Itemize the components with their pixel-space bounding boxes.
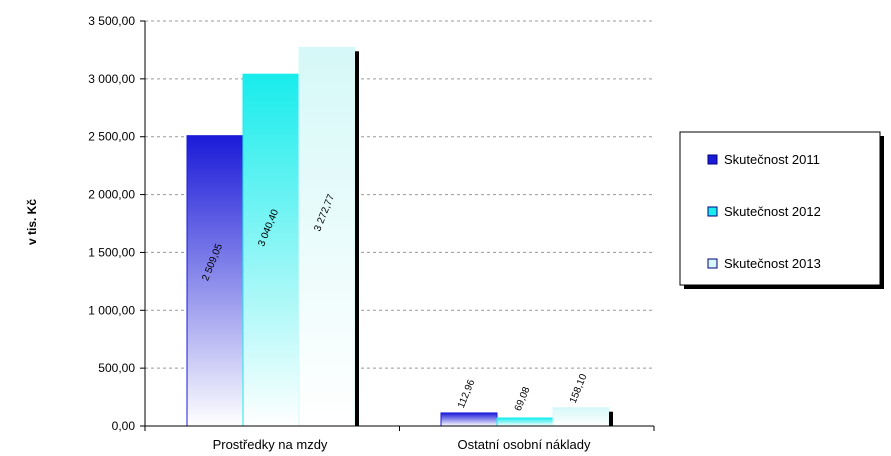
bar-1-2 bbox=[440, 412, 498, 427]
data-label: 69,08 bbox=[513, 385, 533, 413]
y-tick-label: 3 500,00 bbox=[88, 14, 135, 28]
data-label: 112,96 bbox=[456, 378, 478, 410]
bar-2-2 bbox=[496, 417, 554, 427]
bar-2-1 bbox=[242, 73, 300, 427]
category-label: Prostředky na mzdy bbox=[213, 437, 328, 452]
x-axis: Prostředky na mzdy Ostatní osobní náklady bbox=[144, 425, 655, 452]
bar-shadow bbox=[355, 51, 359, 426]
bar-3-2 bbox=[552, 407, 610, 427]
y-tick-label: 2 500,00 bbox=[88, 130, 135, 144]
legend-swatch bbox=[707, 258, 718, 269]
y-tick-label: 2 000,00 bbox=[88, 188, 135, 202]
legend-swatch bbox=[707, 206, 718, 217]
bar-1-1 bbox=[186, 135, 244, 427]
y-tick-label: 1 500,00 bbox=[88, 245, 135, 259]
legend-label: Skutečnost 2011 bbox=[724, 152, 820, 167]
y-tick-label: 500,00 bbox=[98, 361, 135, 375]
category-label: Ostatní osobní náklady bbox=[458, 437, 591, 452]
legend: Skutečnost 2011 Skutečnost 2012 Skutečnost… bbox=[679, 131, 884, 289]
bar-shadow bbox=[609, 411, 613, 426]
legend-label: Skutečnost 2012 bbox=[724, 204, 821, 219]
y-tick-label: 1 000,00 bbox=[88, 303, 135, 317]
y-tick-label: 3 000,00 bbox=[88, 72, 135, 86]
legend-swatch bbox=[707, 154, 718, 165]
y-tick-label: 0,00 bbox=[112, 419, 136, 433]
y-axis: 0,00 500,00 1 000,00 1 500,00 2 000,00 2 500,… bbox=[88, 14, 146, 433]
bar-3-1 bbox=[298, 46, 356, 427]
legend-label: Skutečnost 2013 bbox=[724, 256, 821, 271]
y-axis-label: v tis. Kč bbox=[25, 199, 39, 245]
data-label: 158,10 bbox=[568, 372, 590, 405]
